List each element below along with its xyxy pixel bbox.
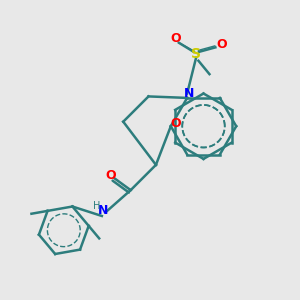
Text: N: N xyxy=(98,203,108,217)
Text: N: N xyxy=(184,87,194,100)
Text: O: O xyxy=(216,38,226,51)
Text: S: S xyxy=(191,47,201,61)
Text: O: O xyxy=(170,117,181,130)
Text: O: O xyxy=(170,32,181,45)
Text: O: O xyxy=(106,169,116,182)
Text: H: H xyxy=(93,201,101,211)
